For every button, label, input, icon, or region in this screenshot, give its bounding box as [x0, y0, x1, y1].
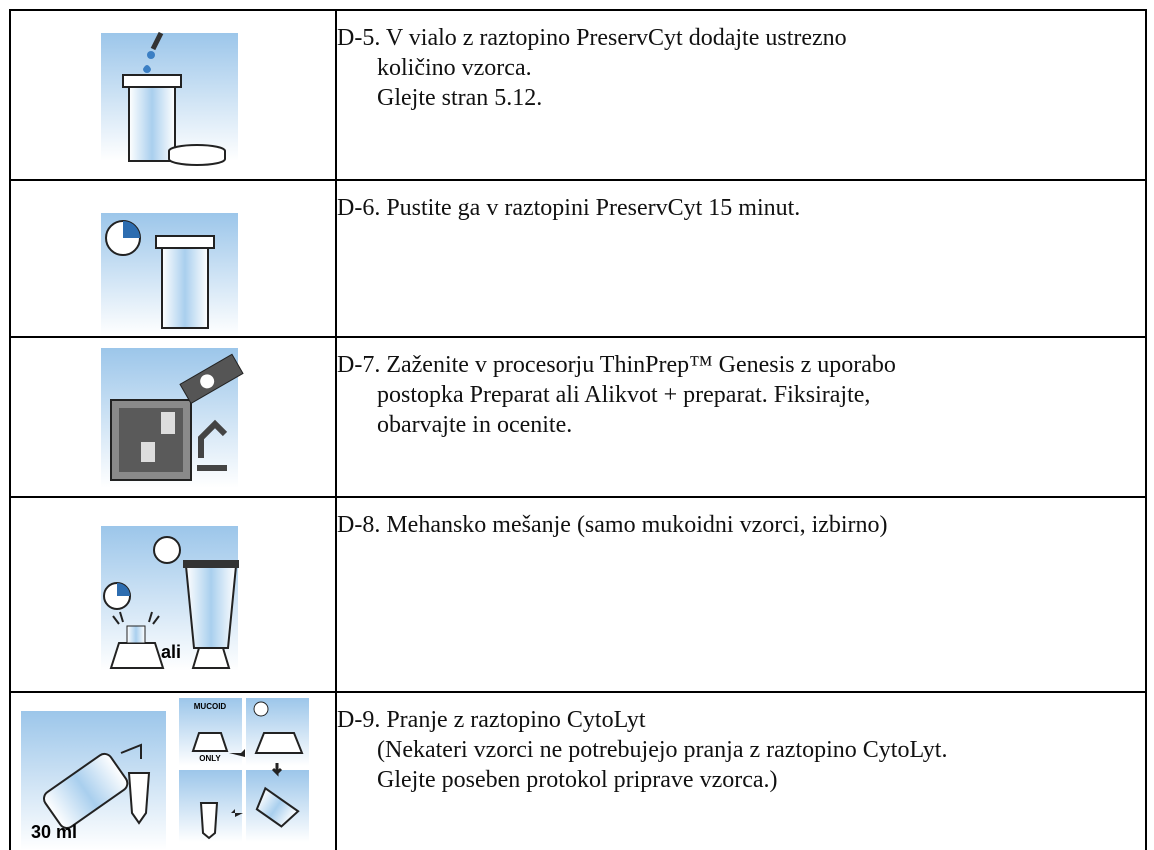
step-line: D-6. Pustite ga v raztopini PreservCyt 1…	[337, 195, 801, 221]
step-row: D-7. Zaženite v procesorju ThinPrep™ Gen…	[9, 336, 1147, 498]
step-body: D-9. Pranje z raztopino CytoLyt (Nekateri…	[337, 693, 1145, 795]
step-line: postopka Preparat ali Alikvot + preparat…	[377, 382, 871, 408]
step-line: Glejte stran 5.12.	[377, 85, 543, 111]
volume-label: 30 ml	[31, 822, 77, 842]
step-body: D-8. Mehansko mešanje (samo mukoidni vzo…	[337, 498, 1145, 540]
wait-icon	[101, 213, 238, 336]
illustration-cell	[9, 336, 337, 498]
step-line: D-5. V vialo z raztopino PreservCyt doda…	[337, 25, 847, 51]
step-line: Glejte poseben protokol priprave vzorca.…	[377, 767, 778, 793]
step-line: količino vzorca.	[377, 55, 532, 81]
processor-icon	[101, 348, 244, 488]
step-line: (Nekateri vzorci ne potrebujejo pranja z…	[377, 737, 948, 763]
step-text: D-8. Mehansko mešanje (samo mukoidni vzo…	[335, 496, 1147, 693]
step-line: D-7. Zaženite v procesorju ThinPrep™ Gen…	[337, 352, 896, 378]
illustration-cell: ali	[9, 496, 337, 693]
step-row: D-5. V vialo z raztopino PreservCyt doda…	[9, 9, 1147, 181]
step-line: obarvajte in ocenite.	[377, 412, 573, 438]
step-body: D-5. V vialo z raztopino PreservCyt doda…	[337, 11, 1145, 113]
icon-label: ali	[161, 642, 181, 662]
wash-icon: 30 ml MUCOID ONLY	[21, 698, 309, 850]
illustration-cell: 30 ml MUCOID ONLY	[9, 691, 337, 850]
vial-add-sample-icon	[101, 31, 238, 166]
procedure-table: D-5. V vialo z raztopino PreservCyt doda…	[9, 9, 1147, 850]
step-row: D-6. Pustite ga v raztopini PreservCyt 1…	[9, 179, 1147, 338]
step-text: D-9. Pranje z raztopino CytoLyt (Nekateri…	[335, 691, 1147, 850]
step-text: D-6. Pustite ga v raztopini PreservCyt 1…	[335, 179, 1147, 338]
step-text: D-5. V vialo z raztopino PreservCyt doda…	[335, 9, 1147, 181]
illustration-cell	[9, 9, 337, 181]
step-line: D-9. Pranje z raztopino CytoLyt	[337, 707, 646, 733]
mixing-icon: ali	[101, 526, 239, 671]
only-label: ONLY	[199, 754, 221, 763]
step-row: ali D-8. Mehansko mešanje (samo mukoidni…	[9, 496, 1147, 693]
illustration-cell	[9, 179, 337, 338]
step-row: 30 ml MUCOID ONLY D-9. Pranje z raztopin…	[9, 691, 1147, 850]
step-text: D-7. Zaženite v procesorju ThinPrep™ Gen…	[335, 336, 1147, 498]
step-body: D-7. Zaženite v procesorju ThinPrep™ Gen…	[337, 338, 1145, 440]
step-body: D-6. Pustite ga v raztopini PreservCyt 1…	[337, 181, 1145, 223]
mucoid-label: MUCOID	[194, 702, 227, 711]
step-line: D-8. Mehansko mešanje (samo mukoidni vzo…	[337, 512, 888, 538]
